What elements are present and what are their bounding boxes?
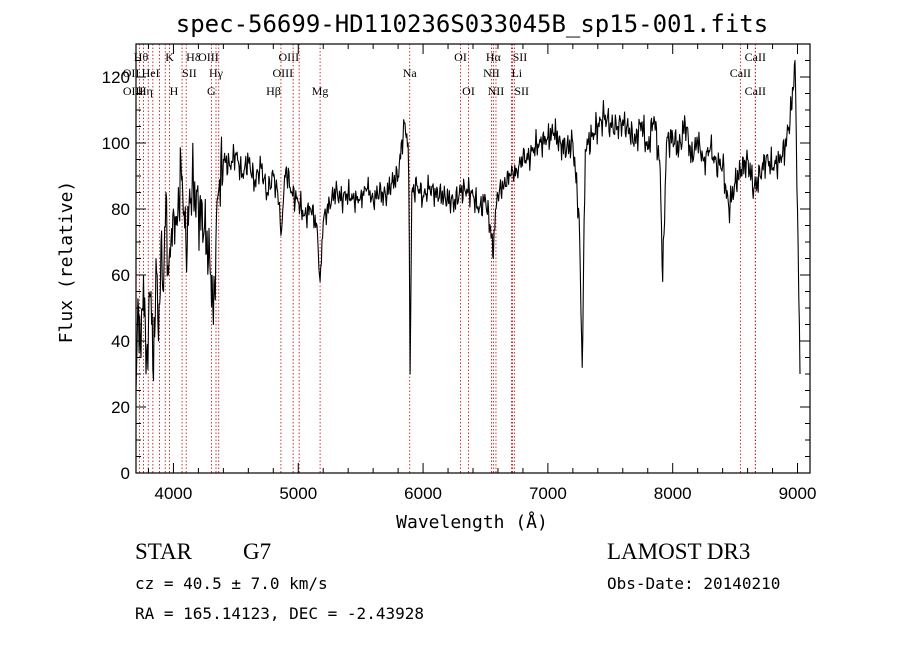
x-tick-label-5: 9000 <box>779 484 817 503</box>
x-axis-label: Wavelength (Å) <box>396 511 548 533</box>
marker-label-12: Hβ <box>266 84 281 98</box>
marker-label-10: Hγ <box>209 66 224 80</box>
marker-label-2: OIII <box>123 84 144 98</box>
marker-label-20: NII <box>483 66 500 80</box>
marker-label-4: HeI <box>142 66 160 80</box>
marker-label-9: OIII <box>198 50 219 64</box>
marker-label-18: OI <box>462 84 475 98</box>
x-tick-label-0: 4000 <box>155 484 193 503</box>
object-subclass: G7 <box>243 539 272 564</box>
x-tick-label-4: 8000 <box>654 484 692 503</box>
marker-label-27: CaII <box>745 84 766 98</box>
marker-label-5: Hη <box>138 84 153 98</box>
y-tick-label-3: 60 <box>111 266 130 285</box>
y-tick-label-5: 100 <box>102 134 130 153</box>
survey-label: LAMOST DR3 <box>607 539 751 564</box>
y-tick-label-0: 0 <box>121 464 130 483</box>
marker-label-26: CaII <box>730 66 751 80</box>
marker-label-6: SII <box>182 66 197 80</box>
marker-label-7: Hδ <box>186 50 201 64</box>
chart-title: spec-56699-HD110236S033045B_sp15-001.fit… <box>176 10 768 38</box>
y-tick-label-4: 80 <box>111 200 130 219</box>
marker-label-25: CaII <box>745 50 766 64</box>
spectrum-series <box>135 59 801 391</box>
plot-axes: 4000 5000 6000 7000 8000 9000 0 20 40 60 80 100 120 <box>102 43 817 503</box>
y-tick-label-1: 20 <box>111 398 130 417</box>
marker-label-16: Na <box>403 66 418 80</box>
spectrum-line <box>135 59 801 391</box>
marker-label-3: K <box>165 50 174 64</box>
redshift-text: cz = 40.5 ± 7.0 km/s <box>135 574 328 593</box>
y-axis-label: Flux (relative) <box>56 181 77 344</box>
y-tick-label-6: 120 <box>102 68 130 87</box>
marker-label-11: G <box>207 84 216 98</box>
obs-date-text: Obs-Date: 20140210 <box>607 574 781 593</box>
y-tick-label-2: 40 <box>111 332 130 351</box>
marker-label-22: SII <box>513 50 528 64</box>
coords-text: RA = 165.14123, DEC = -2.43928 <box>135 604 424 623</box>
plot-frame <box>135 43 811 474</box>
marker-label-19: Hα <box>486 50 502 64</box>
marker-label-17: OI <box>454 50 467 64</box>
marker-label-14: OIII <box>272 66 293 80</box>
x-tick-label-3: 7000 <box>529 484 567 503</box>
x-tick-label-1: 5000 <box>279 484 317 503</box>
marker-label-21: NII <box>488 84 505 98</box>
marker-label-13: OIII <box>278 50 299 64</box>
marker-label-1: OII <box>123 66 140 80</box>
marker-label-8: H <box>170 84 179 98</box>
marker-label-15: Mg <box>312 84 329 98</box>
object-class: STAR <box>135 539 192 564</box>
marker-label-23: Li <box>511 66 522 80</box>
marker-label-24: SII <box>514 84 529 98</box>
x-tick-label-2: 6000 <box>404 484 442 503</box>
